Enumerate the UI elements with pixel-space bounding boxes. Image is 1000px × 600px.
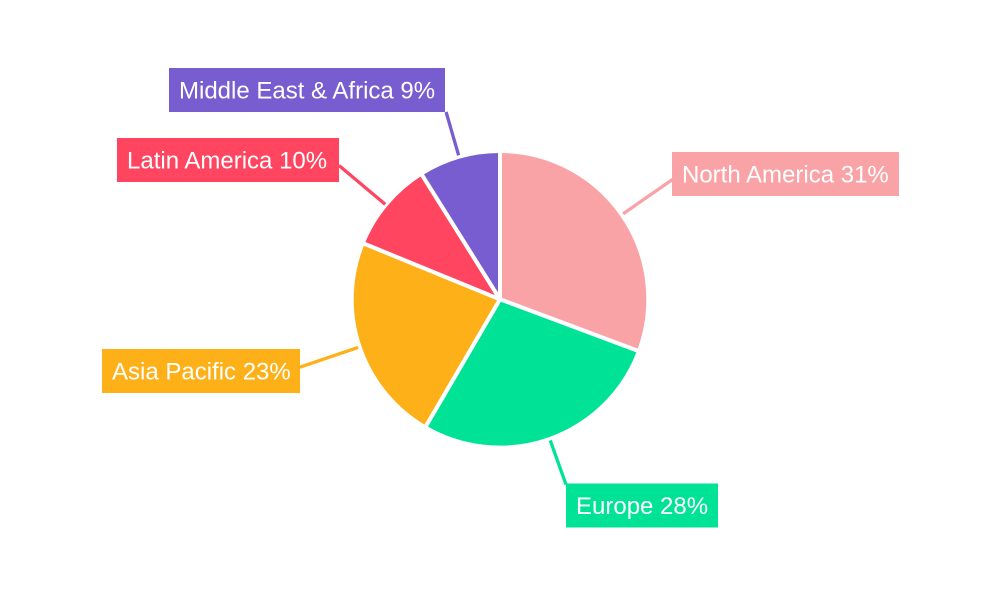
svg-text:Asia Pacific 23%: Asia Pacific 23% — [112, 359, 291, 386]
svg-text:Latin America 10%: Latin America 10% — [127, 148, 327, 175]
svg-text:Europe 28%: Europe 28% — [576, 493, 708, 520]
svg-text:Middle East & Africa 9%: Middle East & Africa 9% — [179, 78, 435, 105]
svg-text:North America 31%: North America 31% — [682, 162, 889, 189]
